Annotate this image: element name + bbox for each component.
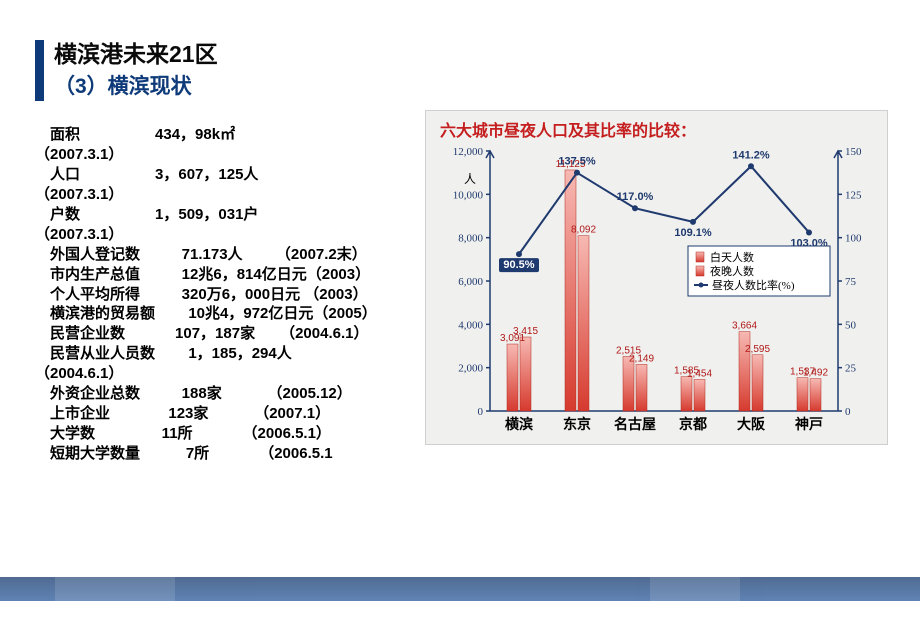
svg-text:名古屋: 名古屋: [614, 416, 656, 433]
slide-page: 横滨港未来21区 （3）横滨现状 面积 434，98k㎡ （2007.3.1） …: [0, 0, 920, 637]
svg-text:75: 75: [845, 276, 857, 288]
title-block: 横滨港未来21区 （3）横滨现状: [35, 40, 218, 101]
svg-text:25: 25: [845, 363, 857, 375]
stats-text: 面积 434，98k㎡ （2007.3.1） 人口 3，607，125人 （20…: [35, 125, 415, 464]
svg-text:大阪: 大阪: [737, 416, 766, 433]
svg-text:6,000: 6,000: [458, 276, 483, 288]
svg-text:3,415: 3,415: [513, 326, 538, 337]
footer-strip: [0, 577, 920, 601]
svg-text:1,454: 1,454: [687, 368, 712, 379]
svg-text:东京: 东京: [563, 416, 591, 433]
svg-text:1,492: 1,492: [803, 368, 828, 379]
svg-text:50: 50: [845, 319, 857, 331]
svg-text:125: 125: [845, 189, 862, 201]
svg-text:3,664: 3,664: [732, 321, 757, 332]
svg-text:137.5%: 137.5%: [558, 156, 596, 168]
svg-text:12,000: 12,000: [453, 146, 484, 158]
svg-text:141.2%: 141.2%: [732, 149, 770, 161]
svg-text:夜晚人数: 夜晚人数: [710, 264, 754, 278]
title-bar: 横滨港未来21区 （3）横滨现状: [35, 40, 218, 101]
svg-text:2,000: 2,000: [458, 363, 483, 375]
svg-text:白天人数: 白天人数: [710, 250, 754, 264]
title-sub: （3）横滨现状: [54, 72, 218, 101]
svg-text:4,000: 4,000: [458, 319, 483, 331]
svg-text:100: 100: [845, 233, 862, 245]
svg-text:8,092: 8,092: [571, 225, 596, 236]
svg-text:8,000: 8,000: [458, 233, 483, 245]
svg-text:117.0%: 117.0%: [617, 191, 654, 203]
svg-text:90.5%: 90.5%: [503, 259, 534, 271]
svg-text:150: 150: [845, 146, 862, 158]
svg-text:2,149: 2,149: [629, 353, 654, 364]
svg-text:京都: 京都: [679, 416, 707, 433]
chart-svg: 0 2,000 4,000 6,000 8,000 10,000 12,000 人 0 25 50 7…: [440, 141, 874, 439]
chart-box: 六大城市昼夜人口及其比率的比较： 0 2,000 4,000 6,000 8,000 10…: [425, 110, 888, 445]
svg-text:109.1%: 109.1%: [674, 227, 712, 239]
svg-text:2,595: 2,595: [745, 344, 770, 355]
svg-text:昼夜人数比率(%): 昼夜人数比率(%): [712, 278, 795, 292]
svg-text:神戸: 神戸: [795, 416, 823, 433]
svg-text:0: 0: [478, 406, 484, 418]
svg-text:0: 0: [845, 406, 851, 418]
svg-text:人: 人: [464, 172, 476, 186]
svg-text:10,000: 10,000: [453, 189, 484, 201]
chart-title: 六大城市昼夜人口及其比率的比较：: [440, 117, 696, 141]
svg-text:横滨: 横滨: [505, 416, 533, 433]
title-main: 横滨港未来21区: [54, 40, 218, 70]
